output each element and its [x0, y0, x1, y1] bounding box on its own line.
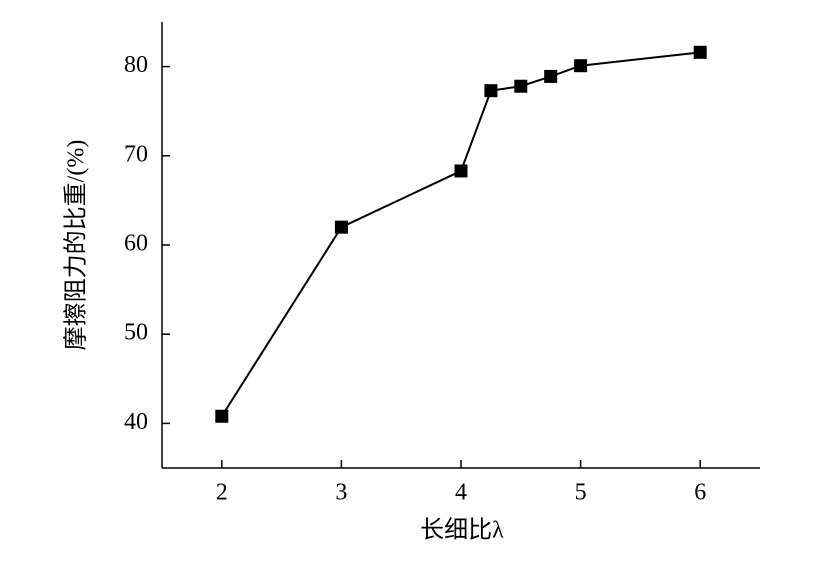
marker	[514, 79, 528, 93]
x-tick-label: 2	[216, 480, 228, 506]
x-tick-label: 6	[694, 480, 706, 506]
marker	[484, 84, 498, 98]
x-tick-label: 3	[335, 480, 347, 506]
marker	[334, 220, 348, 234]
marker	[215, 409, 229, 423]
y-tick-label: 80	[124, 52, 148, 78]
x-tick-label: 5	[575, 480, 587, 506]
marker	[693, 45, 707, 59]
marker	[544, 69, 558, 83]
y-tick-label: 40	[124, 409, 148, 435]
y-tick-label: 50	[124, 320, 148, 346]
y-tick-label: 70	[124, 141, 148, 167]
x-tick-label: 4	[455, 480, 467, 506]
x-axis-label: 长细比λ	[420, 517, 504, 544]
y-tick-label: 60	[124, 231, 148, 257]
marker	[574, 59, 588, 73]
y-axis-label: 摩擦阻力的比重/(%)	[63, 140, 90, 351]
marker	[454, 164, 468, 178]
line	[220, 51, 701, 417]
